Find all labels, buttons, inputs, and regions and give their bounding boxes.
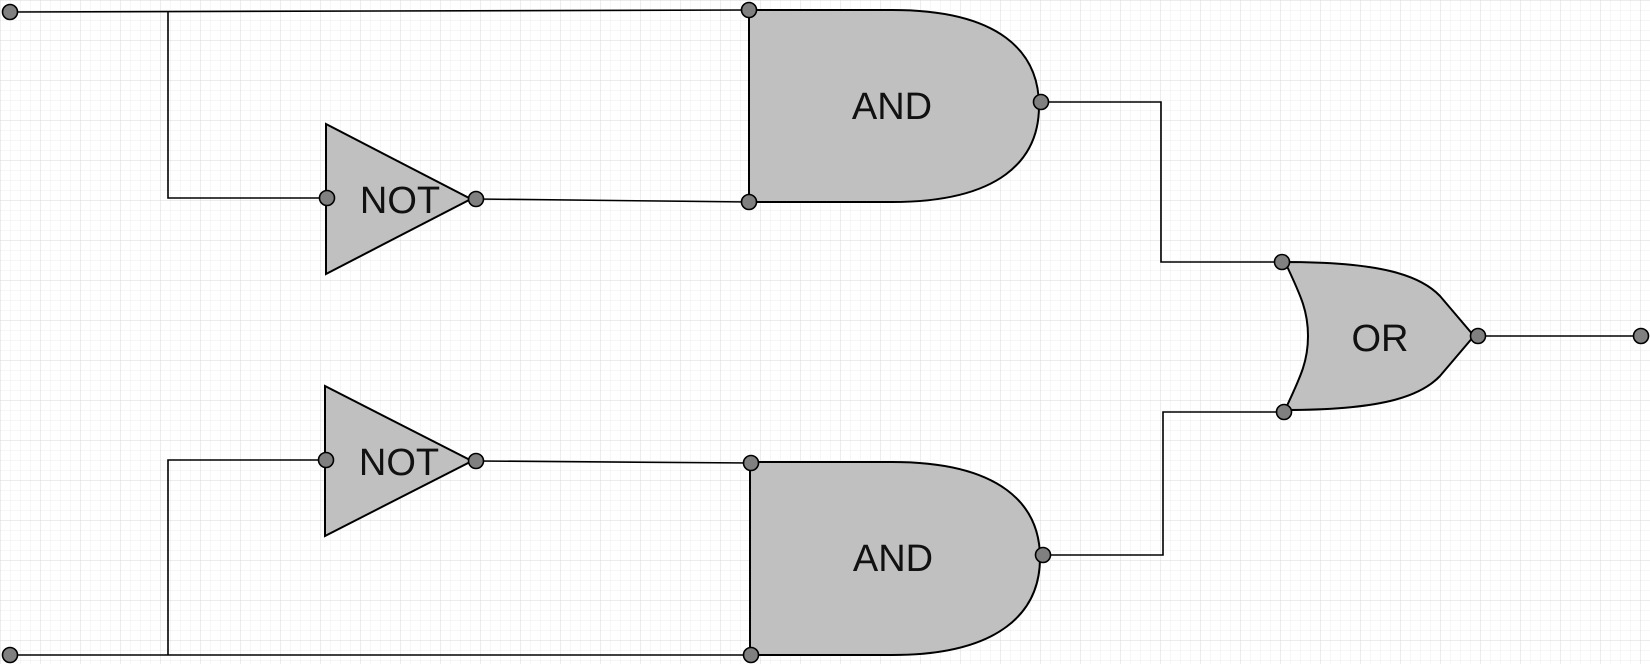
wire-not-top-to-and-top[interactable]	[475, 198, 750, 203]
and-bottom-output-pin[interactable]	[1034, 546, 1052, 564]
not-top-input-pin[interactable]	[318, 189, 336, 207]
and-gate-top-label: AND	[852, 86, 932, 128]
output-terminal[interactable]	[1632, 327, 1650, 345]
wires	[9, 9, 1641, 656]
not-gate-top-label: NOT	[360, 180, 440, 222]
and-gate-bottom[interactable]: AND	[749, 461, 1042, 656]
input-a-terminal[interactable]	[1, 3, 19, 21]
and-top-output-pin[interactable]	[1032, 93, 1050, 111]
and-top-input-1-pin[interactable]	[740, 1, 758, 19]
input-b-terminal[interactable]	[1, 646, 19, 664]
not-bottom-input-pin[interactable]	[317, 451, 335, 469]
wire-input-a-to-and-top[interactable]	[9, 9, 750, 13]
wire-and-top-to-or[interactable]	[1041, 101, 1282, 263]
wire-and-bottom-to-or[interactable]	[1043, 411, 1284, 556]
and-gate-bottom-label: AND	[853, 538, 933, 580]
or-input-2-pin[interactable]	[1275, 403, 1293, 421]
or-output-pin[interactable]	[1469, 327, 1487, 345]
and-bottom-input-2-pin[interactable]	[742, 646, 760, 664]
and-bottom-input-1-pin[interactable]	[742, 454, 760, 472]
wire-not-bottom-to-and-bottom[interactable]	[475, 460, 752, 464]
or-input-1-pin[interactable]	[1273, 253, 1291, 271]
or-gate-label: OR	[1352, 318, 1409, 360]
not-gate-bottom-label: NOT	[359, 442, 439, 484]
not-top-output-pin[interactable]	[467, 190, 485, 208]
and-top-input-2-pin[interactable]	[740, 193, 758, 211]
wire-input-b-to-not-bottom[interactable]	[167, 459, 326, 655]
not-bottom-output-pin[interactable]	[467, 452, 485, 470]
and-gate-top[interactable]: AND	[748, 9, 1041, 203]
wire-input-a-to-not-top[interactable]	[167, 12, 327, 199]
or-gate[interactable]: OR	[1283, 260, 1476, 412]
